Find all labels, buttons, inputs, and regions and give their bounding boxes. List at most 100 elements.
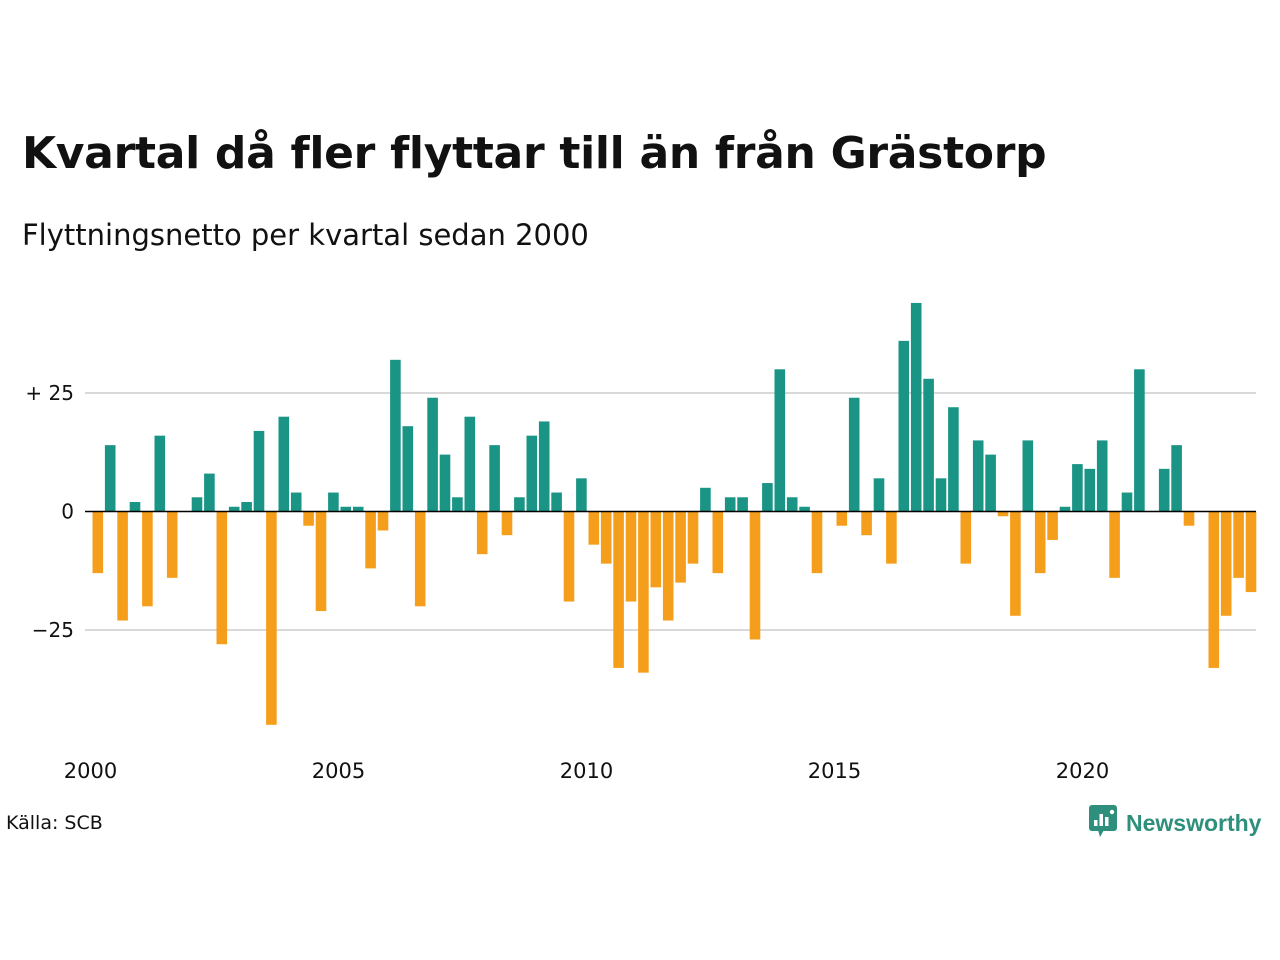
bar: 2003 K3: -45 [266, 511, 277, 725]
gridlines [85, 392, 1256, 631]
bar: 2012 K4: 3 [724, 497, 736, 512]
bar: 2009 K4: 7 [576, 478, 587, 512]
x-tick-label: 2015 [808, 759, 861, 783]
bar: 2007 K2: 3 [452, 497, 463, 512]
brand-logo: Newsworthy [1088, 804, 1261, 842]
x-axis-ticks: 2000 2005 2010 2015 2020 [64, 759, 1109, 783]
bar: 2011 K1: -34 [638, 511, 649, 673]
bar: 2007 K3: 20 [464, 416, 476, 512]
bar: 2010 K1: -7 [588, 511, 600, 545]
bar: 2013 K1: 3 [737, 497, 748, 512]
bar: 2000 K4: 2 [129, 502, 141, 512]
bar: 2008 K4: 16 [526, 435, 538, 512]
x-tick-label: 2020 [1056, 759, 1109, 783]
chart-title: Kvartal då fler flyttar till än från Grä… [22, 128, 1047, 179]
bar: 2022 K1: -3 [1183, 511, 1195, 526]
bar: 2023 K1: -14 [1233, 511, 1244, 578]
bar: 2004 K4: 4 [328, 492, 339, 512]
bar: 2009 K3: -19 [563, 511, 575, 602]
bar: 2013 K4: 30 [774, 369, 786, 512]
bar: 2005 K3: -12 [365, 511, 376, 569]
bar: 2009 K1: 19 [538, 421, 550, 512]
bar: 2016 K4: 28 [923, 378, 934, 512]
bar: 2015 K1: -3 [836, 511, 848, 526]
bar: 2008 K1: 14 [489, 445, 500, 512]
brand-name: Newsworthy [1126, 809, 1262, 836]
bar: 2006 K2: 18 [402, 426, 414, 512]
bar: 2004 K2: -3 [303, 511, 314, 526]
bar: 2003 K1: 2 [241, 502, 252, 512]
y-tick-label: −25 [32, 618, 74, 642]
newsworthy-logo-icon [1088, 804, 1118, 842]
y-axis-ticks: + 25 0 −25 [25, 381, 74, 642]
bar: 2016 K1: -11 [886, 511, 897, 564]
bars: 2000 K1: -132000 K2: 142000 K3: -232000 … [85, 302, 1257, 725]
bar: 2006 K3: -20 [414, 511, 426, 607]
bar: 2010 K3: -33 [613, 511, 624, 668]
bar: 2013 K3: 6 [762, 483, 773, 512]
source-note: Källa: SCB [6, 812, 103, 834]
bar-chart: + 25 0 −25 2000 K1: -132000 K2: 142000 K3:… [25, 302, 1257, 783]
bar: 2001 K2: 16 [154, 435, 166, 512]
bar: 2018 K2: -1 [997, 511, 1009, 517]
y-tick-label: + 25 [25, 381, 74, 405]
bar: 2002 K1: 3 [191, 497, 203, 512]
bar: 2006 K4: 24 [427, 397, 438, 512]
bar: 2022 K4: -22 [1220, 511, 1232, 616]
bar: 2017 K2: 22 [948, 407, 959, 512]
bar: 2000 K1: -13 [92, 511, 104, 574]
bar: 2014 K2: 1 [799, 506, 810, 512]
bar: 2016 K2: 36 [898, 340, 910, 512]
bar: 2020 K3: -14 [1109, 511, 1120, 578]
bar: 2002 K2: 8 [204, 473, 215, 512]
bar: 2019 K1: -13 [1034, 511, 1046, 574]
bar: 2003 K4: 20 [278, 416, 290, 512]
bar: 2009 K2: 4 [551, 492, 562, 512]
bar: 2007 K4: -9 [476, 511, 488, 555]
bar: 2005 K4: -4 [377, 511, 389, 531]
bar: 2012 K1: -11 [687, 511, 699, 564]
bar: 2008 K2: -5 [501, 511, 513, 536]
chart-subtitle: Flyttningsnetto per kvartal sedan 2000 [22, 218, 589, 252]
bar: 2019 K3: 1 [1059, 506, 1071, 512]
bar: 2015 K3: -5 [861, 511, 872, 536]
bar: 2018 K1: 12 [985, 454, 996, 512]
bar: 2001 K3: -14 [166, 511, 178, 578]
bar: 2021 K1: 30 [1134, 369, 1145, 512]
bar: 2013 K2: -27 [749, 511, 761, 640]
bar: 2000 K2: 14 [104, 445, 116, 512]
bar: 2022 K3: -33 [1208, 511, 1220, 668]
bar: 2019 K2: -6 [1047, 511, 1058, 540]
bar: 2004 K1: 4 [290, 492, 302, 512]
bar: 2010 K2: -11 [600, 511, 612, 564]
bar: 2011 K4: -15 [675, 511, 686, 583]
bar: 2012 K3: -13 [712, 511, 724, 574]
bar: 2021 K4: 14 [1171, 445, 1182, 512]
bar: 2016 K3: 44 [910, 302, 922, 512]
bar: 2000 K3: -23 [117, 511, 128, 621]
bar: 2002 K4: 1 [228, 506, 240, 512]
bar: 2007 K1: 12 [439, 454, 451, 512]
bar: 2003 K2: 17 [253, 430, 265, 512]
x-tick-label: 2005 [312, 759, 365, 783]
bar: 2018 K4: 15 [1022, 440, 1034, 512]
bar: 2020 K4: 4 [1121, 492, 1133, 512]
bar: 2019 K4: 10 [1072, 464, 1083, 512]
bar: 2020 K1: 9 [1084, 468, 1096, 512]
bar: 2005 K2: 1 [352, 506, 364, 512]
bar: 2006 K1: 32 [390, 359, 401, 512]
bar: 2014 K3: -13 [811, 511, 823, 574]
bar: 2015 K2: 24 [848, 397, 860, 512]
bar: 2017 K3: -11 [960, 511, 972, 564]
bar: 2008 K3: 3 [514, 497, 525, 512]
bar: 2012 K2: 5 [700, 487, 711, 512]
bar: 2005 K1: 1 [340, 506, 352, 512]
x-tick-label: 2010 [560, 759, 613, 783]
bar: 2001 K1: -20 [142, 511, 153, 607]
bar: 2021 K3: 9 [1158, 468, 1170, 512]
bar: 2018 K3: -22 [1010, 511, 1021, 616]
bar: 2023 K2: -17 [1245, 511, 1257, 593]
bar: 2011 K2: -16 [650, 511, 662, 588]
bar: 2010 K4: -19 [625, 511, 637, 602]
y-tick-label: 0 [61, 500, 74, 524]
